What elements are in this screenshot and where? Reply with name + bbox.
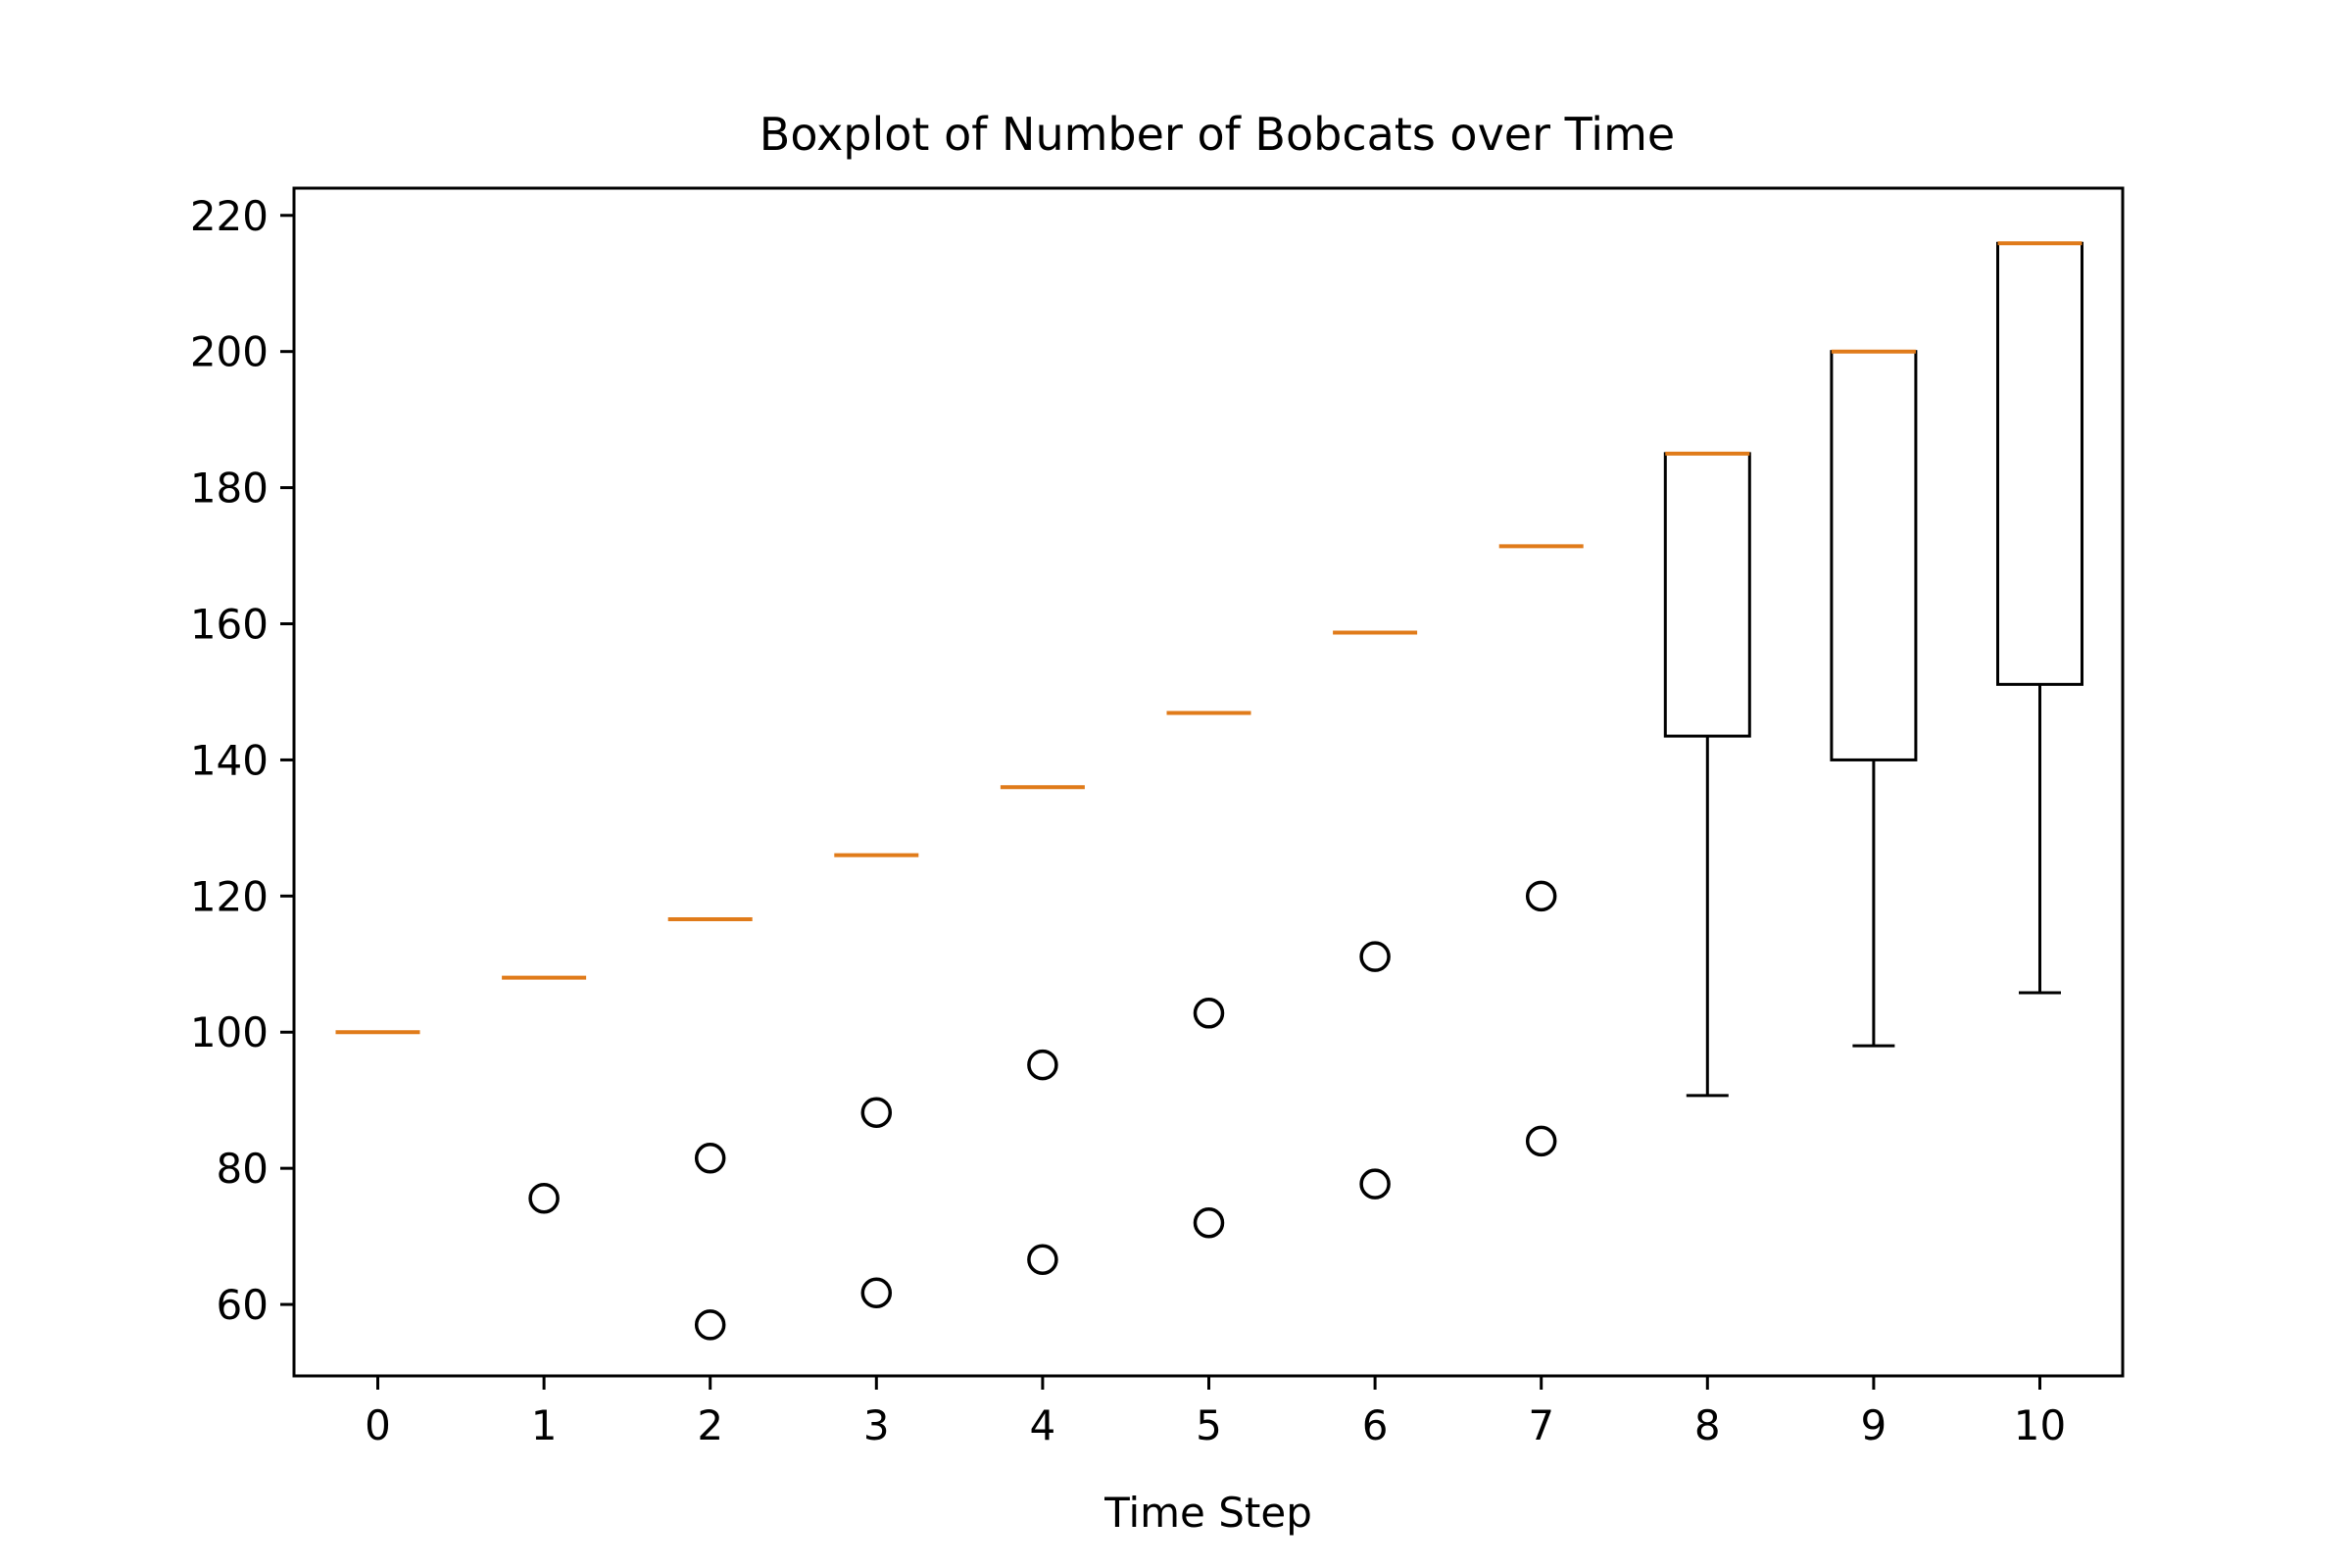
box-group [502, 975, 587, 1214]
outlier-point [860, 1277, 893, 1309]
outlier-point [1359, 941, 1391, 972]
outlier-point [528, 1182, 560, 1214]
x-axis: 0 1 2 3 4 5 6 7 8 9 10 [365, 1376, 2066, 1449]
y-axis: 60 80 100 120 140 160 180 200 220 [190, 192, 294, 1329]
x-tick-label: 2 [697, 1401, 723, 1449]
y-tick-label: 220 [190, 192, 269, 240]
box-group [1663, 451, 1751, 1098]
box-group [1830, 349, 1918, 1048]
outlier-point [1525, 880, 1557, 912]
y-tick-label: 60 [217, 1281, 269, 1329]
x-tick-label: 6 [1362, 1401, 1389, 1449]
y-tick-label: 100 [190, 1008, 269, 1056]
box-group [1498, 544, 1584, 1157]
x-tick-label: 4 [1030, 1401, 1056, 1449]
x-tick-label: 1 [531, 1401, 558, 1449]
outlier-point [1193, 1206, 1225, 1239]
y-tick-label: 120 [190, 872, 269, 920]
y-tick-label: 160 [190, 601, 269, 649]
outlier-point [694, 1309, 726, 1341]
box-group [667, 916, 753, 1341]
x-tick-label: 8 [1694, 1401, 1721, 1449]
outlier-point [694, 1142, 726, 1174]
x-tick-label: 10 [2014, 1401, 2066, 1449]
x-tick-label: 7 [1528, 1401, 1554, 1449]
x-tick-label: 0 [365, 1401, 391, 1449]
y-tick-label: 200 [190, 328, 269, 376]
outlier-point [1027, 1244, 1058, 1275]
outlier-point [1525, 1125, 1557, 1157]
box-group [1996, 241, 2083, 995]
x-tick-label: 9 [1861, 1401, 1887, 1449]
box-group [1000, 785, 1085, 1275]
x-axis-label: Time Step [1103, 1489, 1312, 1537]
chart-title: Boxplot of Number of Bobcats over Time [760, 108, 1675, 161]
y-tick-label: 140 [190, 736, 269, 784]
outlier-point [1359, 1168, 1391, 1200]
outlier-point [1027, 1049, 1058, 1081]
box-group [1333, 630, 1418, 1200]
x-tick-label: 3 [863, 1401, 890, 1449]
box-group [834, 853, 919, 1309]
outlier-point [1193, 998, 1225, 1029]
x-tick-label: 5 [1196, 1401, 1222, 1449]
y-tick-label: 180 [190, 465, 269, 513]
y-tick-label: 80 [217, 1145, 269, 1193]
box-group [1166, 710, 1251, 1239]
outlier-point [860, 1097, 893, 1128]
plot-area [335, 241, 2083, 1341]
